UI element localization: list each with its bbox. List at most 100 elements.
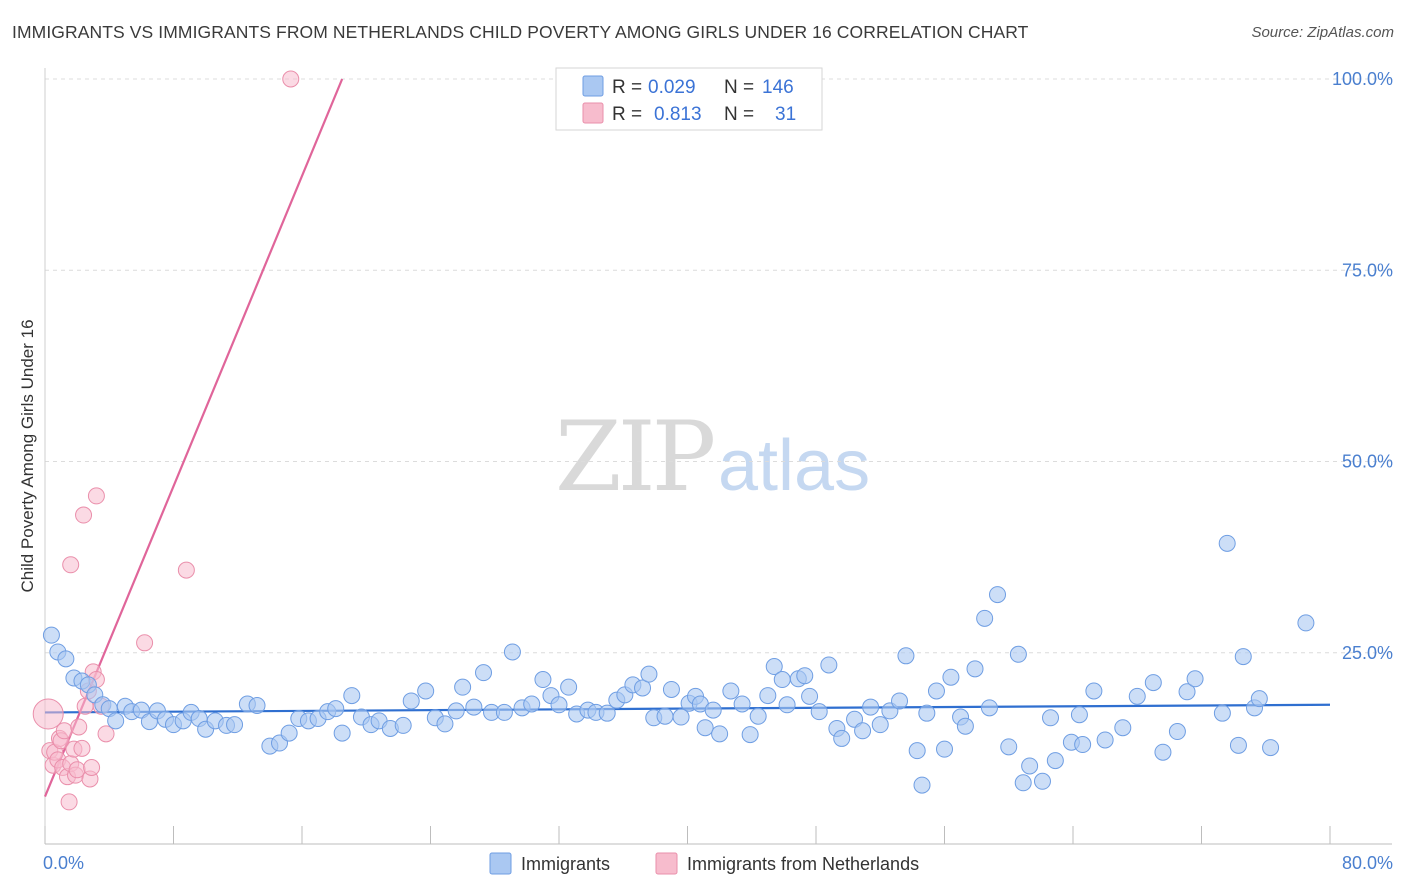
- legend-r-label: R =: [612, 77, 642, 98]
- point-immigrants: [447, 702, 465, 720]
- point-immigrants: [656, 707, 674, 725]
- point-immigrants: [871, 716, 889, 734]
- series-legend: Immigrants Immigrants from Netherlands: [489, 852, 919, 875]
- point-immigrants: [465, 698, 483, 716]
- y-tick-label: 50.0%: [1342, 452, 1393, 472]
- point-netherlands: [62, 556, 80, 574]
- point-immigrants: [1144, 674, 1162, 692]
- point-netherlands: [70, 718, 88, 736]
- point-netherlands: [97, 725, 115, 743]
- bottom-legend-swatch-immigrants: [489, 852, 512, 875]
- point-immigrants: [956, 717, 974, 735]
- legend-n-value-immigrants: 146: [762, 77, 794, 98]
- point-immigrants: [107, 712, 125, 730]
- point-immigrants: [976, 609, 994, 627]
- point-immigrants: [503, 643, 521, 661]
- point-immigrants: [833, 729, 851, 747]
- point-immigrants: [722, 682, 740, 700]
- watermark-atlas: atlas: [718, 426, 870, 506]
- y-tick-label: 75.0%: [1342, 260, 1393, 280]
- legend-n-value-netherlands: 31: [775, 104, 796, 125]
- point-immigrants: [327, 700, 345, 718]
- bottom-legend-netherlands: Immigrants from Netherlands: [687, 854, 919, 874]
- point-immigrants: [1074, 736, 1092, 754]
- point-immigrants: [436, 715, 454, 733]
- point-immigrants: [534, 671, 552, 689]
- legend-swatch-immigrants: [582, 75, 604, 97]
- point-immigrants: [475, 664, 493, 682]
- point-immigrants: [226, 716, 244, 734]
- point-immigrants: [1178, 683, 1196, 701]
- point-immigrants: [662, 680, 680, 698]
- point-immigrants: [1021, 757, 1039, 775]
- legend-n-label: N =: [724, 104, 754, 125]
- point-netherlands: [177, 561, 195, 579]
- point-immigrants: [854, 722, 872, 740]
- point-immigrants: [1250, 690, 1268, 708]
- point-immigrants: [248, 697, 266, 715]
- point-immigrants: [711, 725, 729, 743]
- point-immigrants: [1297, 614, 1315, 632]
- point-immigrants: [1262, 739, 1280, 757]
- point-immigrants: [897, 647, 915, 665]
- point-netherlands: [55, 722, 73, 740]
- point-immigrants: [1046, 752, 1064, 770]
- point-immigrants: [1154, 743, 1172, 761]
- point-immigrants: [936, 740, 953, 758]
- point-immigrants: [927, 682, 945, 700]
- point-immigrants: [1168, 723, 1186, 741]
- point-immigrants: [495, 703, 513, 721]
- point-immigrants: [733, 695, 751, 713]
- point-immigrants: [550, 696, 568, 714]
- point-immigrants: [913, 776, 931, 794]
- point-immigrants: [765, 658, 783, 676]
- point-immigrants: [1014, 774, 1032, 792]
- point-immigrants: [704, 701, 722, 719]
- point-immigrants: [454, 678, 472, 696]
- point-immigrants: [796, 667, 814, 685]
- point-immigrants: [966, 660, 984, 678]
- source-label: Source: ZipAtlas.com: [1251, 24, 1394, 41]
- point-netherlands: [73, 739, 91, 757]
- point-netherlands: [32, 698, 64, 730]
- legend-r-value-netherlands: 0.813: [654, 104, 702, 125]
- point-netherlands: [87, 487, 105, 505]
- point-netherlands: [60, 793, 78, 811]
- point-immigrants: [778, 696, 796, 714]
- x-tick-label: 0.0%: [43, 853, 84, 873]
- point-immigrants: [1218, 534, 1236, 552]
- chart-title: IMMIGRANTS VS IMMIGRANTS FROM NETHERLAND…: [12, 22, 1029, 42]
- correlation-legend: R = 0.029 N = 146 R = 0.813 N = 31: [555, 67, 823, 131]
- point-immigrants: [810, 703, 828, 721]
- watermark-zip: ZIP: [555, 401, 714, 513]
- point-immigrants: [1000, 738, 1018, 756]
- point-immigrants: [918, 704, 936, 722]
- point-immigrants: [1114, 719, 1132, 737]
- point-immigrants: [1070, 706, 1088, 724]
- point-immigrants: [1234, 648, 1252, 666]
- point-immigrants: [696, 719, 714, 737]
- point-netherlands: [83, 759, 101, 776]
- point-immigrants: [1085, 682, 1103, 700]
- legend-r-label: R =: [612, 104, 642, 125]
- point-immigrants: [1229, 736, 1247, 754]
- point-immigrants: [1186, 670, 1204, 688]
- point-immigrants: [1009, 645, 1027, 663]
- legend-n-label: N =: [724, 77, 754, 98]
- point-immigrants: [891, 692, 909, 710]
- point-immigrants: [42, 626, 60, 644]
- legend-r-value-immigrants: 0.029: [648, 77, 696, 98]
- point-immigrants: [989, 586, 1007, 604]
- point-immigrants: [333, 724, 351, 742]
- point-immigrants: [942, 668, 960, 686]
- point-immigrants: [640, 665, 658, 683]
- point-immigrants: [1042, 709, 1060, 727]
- y-axis-label: Child Poverty Among Girls Under 16: [18, 319, 37, 592]
- point-immigrants: [741, 726, 759, 744]
- point-immigrants: [980, 699, 998, 717]
- point-immigrants: [343, 687, 361, 705]
- bottom-legend-immigrants: Immigrants: [521, 854, 610, 874]
- point-immigrants: [801, 687, 819, 705]
- point-netherlands: [75, 506, 93, 524]
